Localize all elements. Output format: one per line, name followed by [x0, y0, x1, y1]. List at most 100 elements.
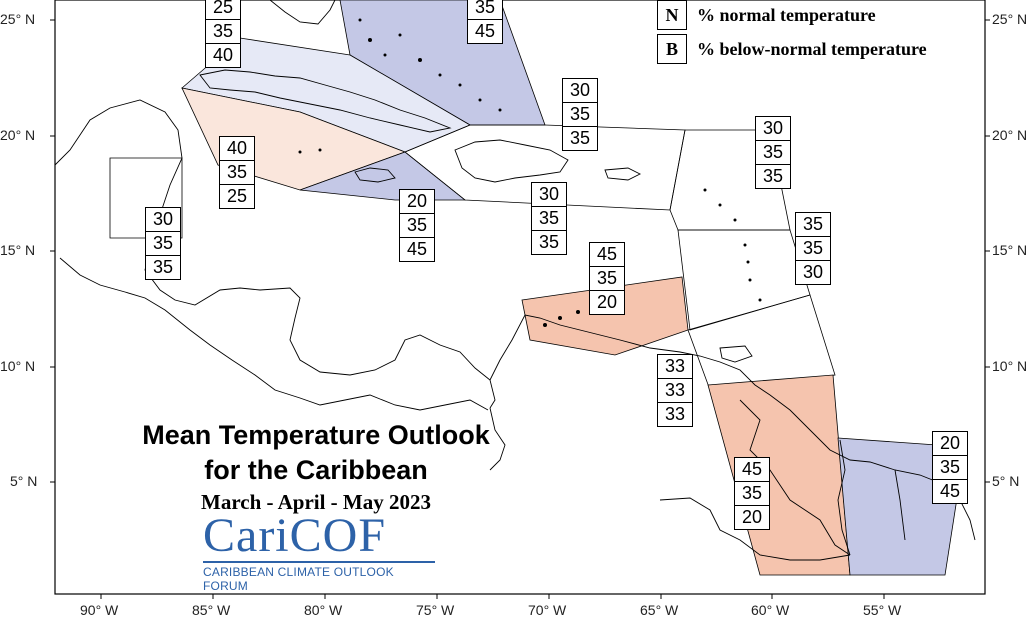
interior-border-1 [739, 399, 851, 556]
prob-box-trinidad: 33 33 33 [657, 354, 693, 427]
prob-below: 40 [206, 43, 240, 67]
venezuela-coast-south [659, 497, 851, 561]
lon-label-65: 65° W [640, 602, 679, 618]
prob-normal: 35 [756, 140, 790, 164]
lat-label-20: 20° N [0, 127, 36, 143]
prob-box-leeward: 30 35 35 [755, 116, 791, 189]
south-america-north-coast [489, 314, 976, 541]
prob-normal: 35 [933, 455, 967, 479]
legend-text-normal: % normal temperature [697, 4, 876, 25]
prob-below: 20 [735, 505, 769, 529]
logo-rule [203, 561, 435, 563]
prob-below: 35 [146, 255, 180, 279]
lat-label-15: 15° N [0, 242, 36, 258]
map-title-line-2: for the Caribbean [204, 455, 428, 485]
lat-label-20-right: 20° N [992, 127, 1028, 143]
lat-label-10-right: 10° N [992, 358, 1028, 374]
outlook-regions [109, 0, 966, 576]
prob-normal: 35 [400, 213, 434, 237]
prob-box-jamaica: 20 35 45 [399, 189, 435, 262]
region-belize [109, 157, 183, 239]
prob-normal: 35 [146, 231, 180, 255]
prob-above: 30 [152, 209, 174, 229]
prob-normal: 35 [735, 481, 769, 505]
axis-ticks [50, 19, 990, 599]
prob-above: 20 [939, 433, 961, 453]
lon-label-60: 60° W [751, 602, 790, 618]
map-subtitle: March - April - May 2023 [201, 490, 431, 514]
prob-above: 40 [226, 138, 248, 158]
prob-normal: 35 [590, 266, 624, 290]
pacific-coast [59, 257, 489, 411]
prob-normal: 35 [220, 160, 254, 184]
prob-box-hispaniola: 30 35 35 [531, 182, 567, 255]
prob-above: 33 [664, 356, 686, 376]
prob-box-belize: 30 35 35 [145, 207, 181, 280]
prob-below: 20 [590, 290, 624, 314]
prob-below: 45 [933, 479, 967, 503]
prob-below: 25 [220, 184, 254, 208]
prob-box-abc: 45 35 20 [589, 242, 625, 315]
prob-below: 30 [796, 260, 830, 284]
lat-label-15-right: 15° N [992, 242, 1028, 258]
prob-below: 45 [400, 237, 434, 261]
map-title-line-1: Mean Temperature Outlook [142, 420, 490, 450]
lat-label-25: 25° N [0, 11, 36, 27]
logo-wordmark: CariCOF [203, 509, 387, 562]
jamaica-island [354, 167, 396, 183]
lon-label-85: 85° W [192, 602, 231, 618]
legend-below: B % below-normal temperature [657, 34, 927, 64]
prob-normal: 35 [532, 206, 566, 230]
region-guyana [707, 374, 851, 576]
prob-below: 35 [563, 126, 597, 150]
lon-label-75: 75° W [416, 602, 455, 618]
south-america-west-coast [489, 407, 506, 471]
lon-label-90: 90° W [80, 602, 119, 618]
lon-label-70: 70° W [528, 602, 567, 618]
lon-label-55: 55° W [863, 602, 902, 618]
prob-normal: 35 [796, 236, 830, 260]
prob-above: 20 [406, 191, 428, 211]
map-frame [54, 0, 986, 595]
interior-border-2 [837, 439, 851, 556]
hispaniola-island [454, 139, 569, 183]
prob-below: 33 [658, 402, 692, 426]
legend-normal: N % normal temperature [657, 0, 876, 30]
prob-normal: 35 [206, 19, 240, 43]
map-title-block: Mean Temperature Outlook for the Caribbe… [100, 418, 532, 515]
prob-box-cuba: 40 35 25 [219, 136, 255, 209]
mexico-central-america-coast [54, 99, 496, 409]
caricof-logo: CariCOF CARIBBEAN CLIMATE OUTLOOK FORUM [203, 512, 435, 593]
region-abc [521, 276, 689, 356]
prob-normal: 33 [658, 378, 692, 402]
prob-above: 35 [802, 214, 824, 234]
prob-above: 25 [212, 0, 234, 17]
prob-normal: 35 [563, 102, 597, 126]
prob-above: 45 [741, 459, 763, 479]
prob-box-suriname: 20 35 45 [932, 431, 968, 504]
legend-text-below: % below-normal temperature [697, 38, 927, 59]
prob-box-bahamas-north: 25 35 40 [205, 0, 241, 68]
prob-above: 30 [762, 118, 784, 138]
lon-label-80: 80° W [304, 602, 343, 618]
cuba-island [199, 69, 452, 133]
coastlines [54, 0, 976, 561]
prob-box-windward: 35 35 30 [795, 212, 831, 285]
lat-label-10: 10° N [0, 358, 36, 374]
trinidad-island [719, 345, 753, 363]
lat-label-5: 5° N [10, 473, 38, 489]
prob-below: 35 [532, 230, 566, 254]
prob-box-guyana: 45 35 20 [734, 457, 770, 530]
lat-label-5-right: 5° N [992, 473, 1020, 489]
small-islands [298, 18, 762, 327]
legend-key-normal: N [657, 0, 687, 30]
prob-normal: 35 [474, 0, 496, 17]
interior-border-3 [894, 469, 906, 541]
region-trinidad [687, 294, 836, 391]
prob-above: 30 [538, 184, 560, 204]
prob-box-bahamas-south: 35 45 [467, 0, 503, 44]
prob-above: 30 [569, 80, 591, 100]
legend-key-below: B [657, 34, 687, 64]
florida-coast [269, 0, 336, 25]
